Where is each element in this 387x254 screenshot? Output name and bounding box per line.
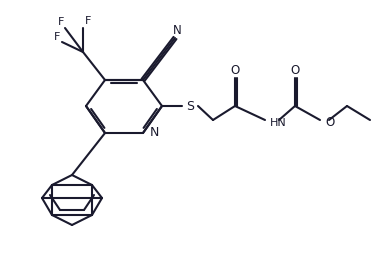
Text: F: F: [54, 32, 60, 42]
Text: N: N: [173, 24, 182, 37]
Text: HN: HN: [270, 118, 287, 128]
Text: N: N: [150, 126, 159, 139]
Text: O: O: [325, 117, 334, 130]
Text: O: O: [230, 64, 240, 76]
Text: O: O: [290, 64, 300, 76]
Text: F: F: [85, 16, 91, 26]
Text: F: F: [58, 17, 64, 27]
Text: S: S: [186, 100, 194, 113]
